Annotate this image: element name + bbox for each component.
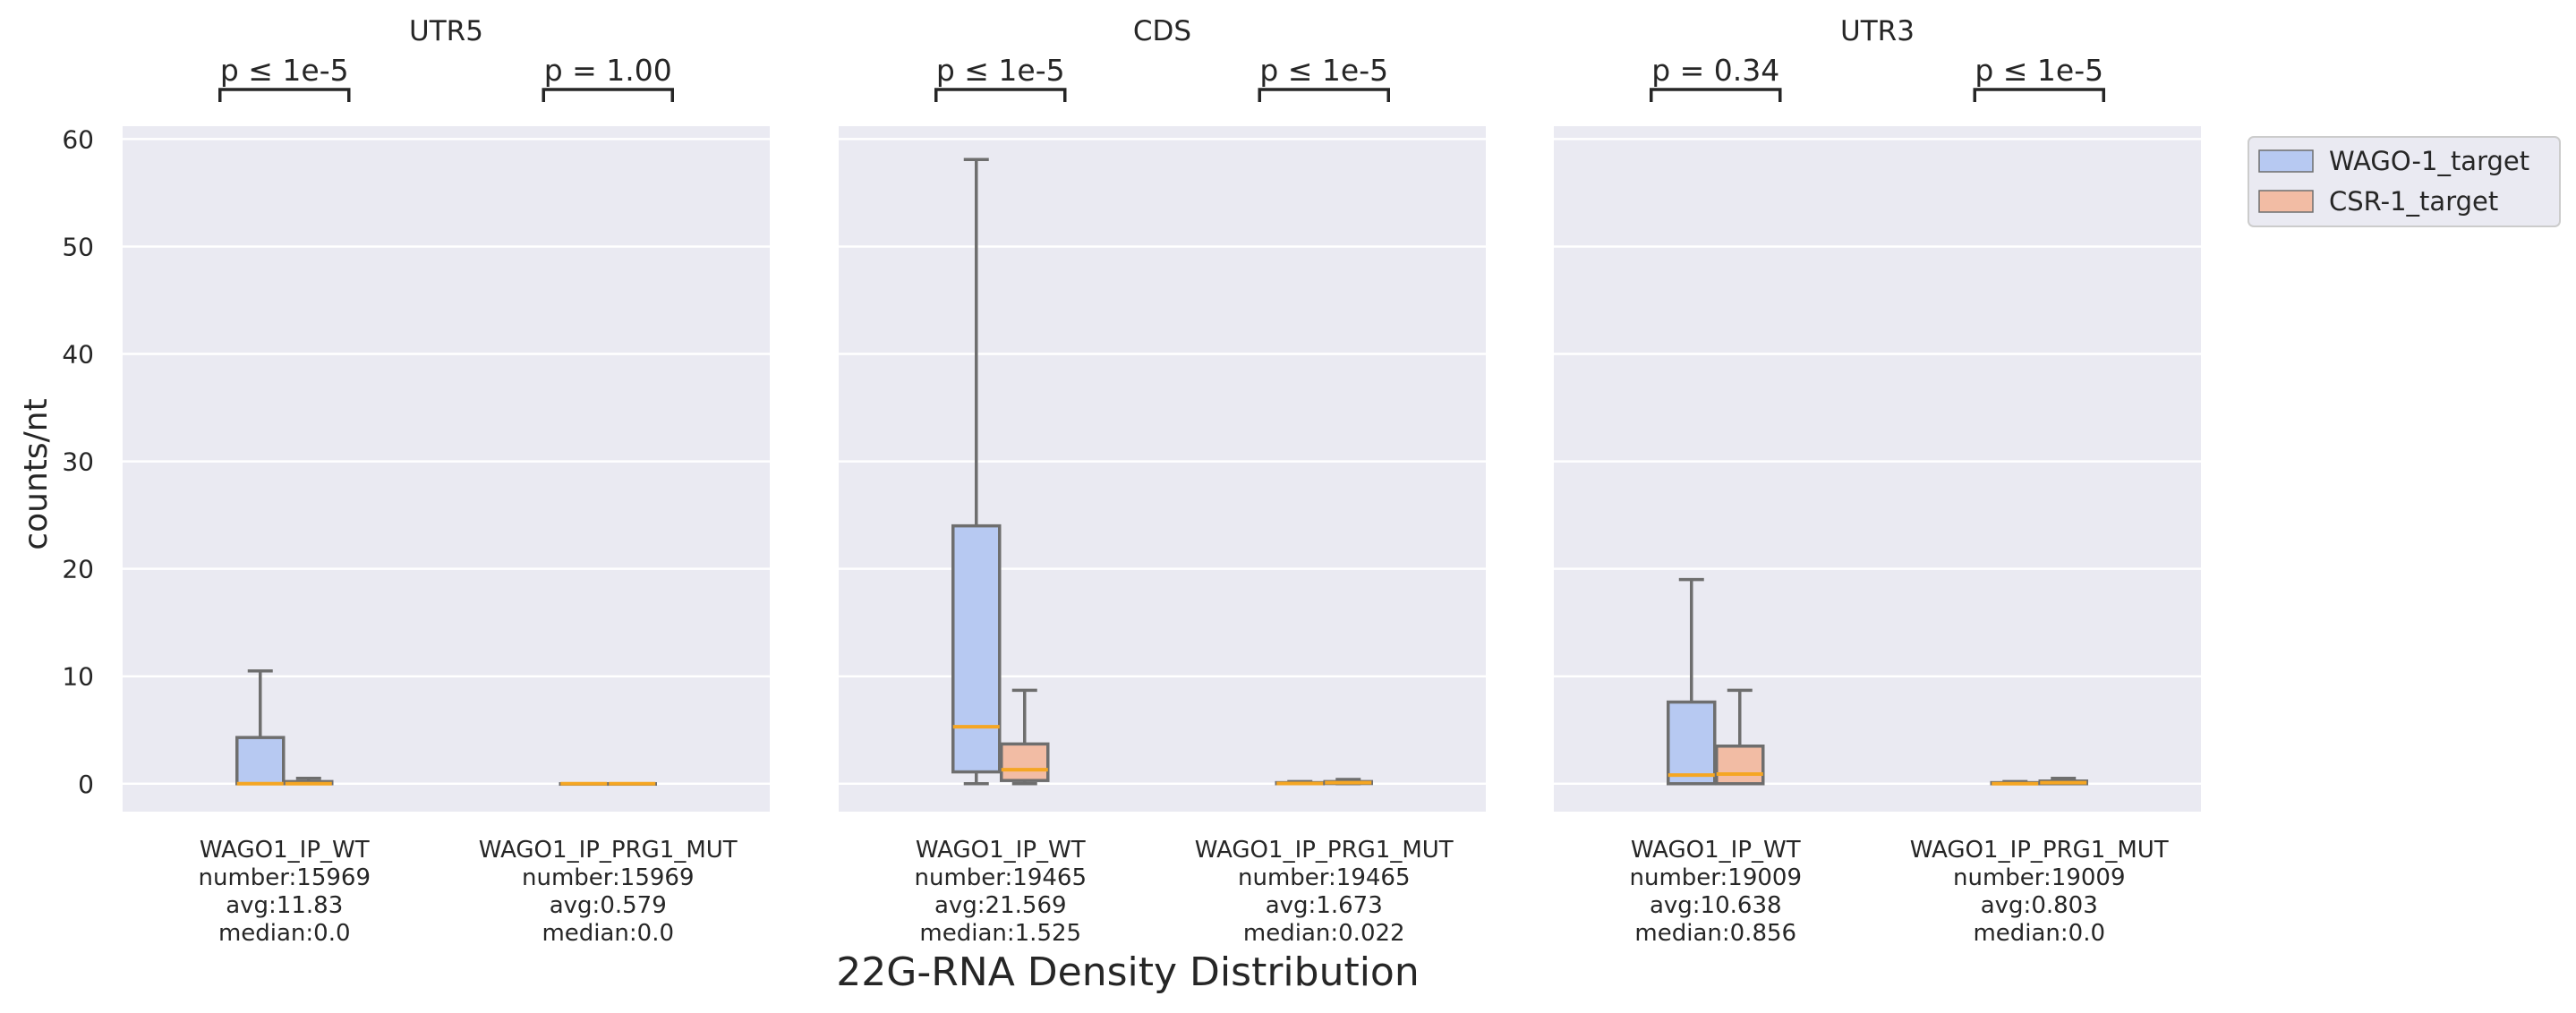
legend-frame [2248,136,2561,227]
significance-bracket [1258,88,1390,102]
category-label-line: median:1.525 [919,920,1081,947]
box-wago-1-target [235,668,286,786]
y-tick-label: 30 [62,447,94,477]
category-label: WAGO1_IP_PRG1_MUT number:19009 avg:0.803 me… [1910,837,2169,947]
box-wago-1-target [1990,779,2040,786]
box-body [1667,700,1717,786]
p-value-label: p = 0.34 [1651,53,1779,88]
panel-background [123,126,770,812]
significance-bracket [1973,88,2105,102]
category-label-line: WAGO1_IP_WT [916,837,1086,864]
p-value-label: p ≤ 1e-5 [1259,53,1388,88]
box-group: p ≤ 1e-5 WAGO1_IP_WT number:19465 avg:21.56… [915,53,1088,947]
p-value-label: p ≤ 1e-5 [1975,53,2103,88]
box-csr-1-target [284,777,334,786]
panel-background [839,126,1486,812]
p-value-label: p ≤ 1e-5 [936,53,1065,88]
category-label: WAGO1_IP_WT number:19009 avg:10.638 median:… [1630,837,1803,947]
significance-bracket [218,88,351,102]
box-body [1000,742,1050,782]
panel-background [1554,126,2201,812]
legend-swatch [2258,190,2314,213]
category-label-line: median:0.022 [1243,920,1405,947]
box-body [1715,745,1765,786]
y-tick-label: 0 [78,770,94,799]
significance-bracket [542,88,674,102]
category-label-line: WAGO1_IP_PRG1_MUT [1195,837,1454,864]
category-label-line: avg:1.673 [1266,892,1383,919]
category-label-line: WAGO1_IP_WT [200,837,370,864]
box-group: p ≤ 1e-5 WAGO1_IP_PRG1_MUT number:19465 avg… [1195,53,1454,947]
box-csr-1-target [2038,777,2088,786]
category-label-line: median:0.0 [1973,920,2105,947]
category-label-line: avg:10.638 [1650,892,1782,919]
p-value-label: p ≤ 1e-5 [220,53,349,88]
y-axis: 0 10 20 30 40 50 60 [62,124,94,798]
category-label-line: number:19009 [1630,864,1803,891]
legend-swatch [2258,149,2314,173]
box-csr-1-target [607,781,657,787]
box-csr-1-target [1715,688,1765,786]
box-group: p ≤ 1e-5 WAGO1_IP_WT number:15969 avg:11.83… [199,53,371,947]
category-label-line: number:19465 [915,864,1088,891]
panel-title: UTR3 [1840,15,1915,47]
box-wago-1-target [951,157,1002,786]
box-body [235,736,286,786]
box-csr-1-target [1323,778,1373,786]
category-label-line: avg:0.803 [1981,892,2098,919]
category-label-line: WAGO1_IP_PRG1_MUT [479,837,738,864]
legend-label: CSR-1_target [2329,186,2498,217]
category-label-line: number:19465 [1238,864,1411,891]
category-label-line: WAGO1_IP_WT [1631,837,1801,864]
y-tick-label: 50 [62,232,94,261]
panel-title: CDS [1133,15,1191,47]
legend-label: WAGO-1_target [2329,146,2529,176]
category-label: WAGO1_IP_PRG1_MUT number:15969 avg:0.579 me… [479,837,738,947]
significance-bracket [1650,88,1782,102]
category-label-line: median:0.0 [218,920,351,947]
y-tick-label: 60 [62,124,94,154]
box-group: p = 0.34 WAGO1_IP_WT number:19009 avg:10.63… [1630,53,1803,947]
category-label-line: median:0.0 [542,920,674,947]
p-value-label: p = 1.00 [544,53,672,88]
y-axis-label: counts/nt [18,398,55,549]
category-label-line: median:0.856 [1634,920,1796,947]
category-label-line: avg:21.569 [934,892,1067,919]
box-wago-1-target [1667,577,1717,786]
panel-title: UTR5 [409,15,483,47]
box-group: p ≤ 1e-5 WAGO1_IP_PRG1_MUT number:19009 avg… [1910,53,2169,947]
category-label-line: number:15969 [199,864,371,891]
box-wago-1-target [1275,779,1325,786]
y-tick-label: 10 [62,662,94,692]
x-axis-label: 22G-RNA Density Distribution [836,949,1420,995]
y-tick-label: 20 [62,555,94,584]
legend-item: CSR-1_target [2258,186,2498,217]
box-csr-1-target [1000,688,1050,786]
category-label-line: avg:0.579 [550,892,667,919]
category-label: WAGO1_IP_WT number:19465 avg:21.569 median:… [915,837,1088,947]
category-label: WAGO1_IP_PRG1_MUT number:19465 avg:1.673 me… [1195,837,1454,947]
box-group: p = 1.00 WAGO1_IP_PRG1_MUT number:15969 avg… [479,53,738,947]
category-label-line: number:19009 [1953,864,2126,891]
category-label-line: avg:11.83 [226,892,343,919]
box-wago-1-target [559,781,609,787]
legend-item: WAGO-1_target [2258,146,2529,176]
significance-bracket [934,88,1067,102]
legend: WAGO-1_target CSR-1_target [2248,136,2561,227]
category-label: WAGO1_IP_WT number:15969 avg:11.83 median:0… [199,837,371,947]
category-label-line: WAGO1_IP_PRG1_MUT [1910,837,2169,864]
category-label-line: number:15969 [522,864,695,891]
y-tick-label: 40 [62,340,94,370]
box-body [951,524,1002,774]
